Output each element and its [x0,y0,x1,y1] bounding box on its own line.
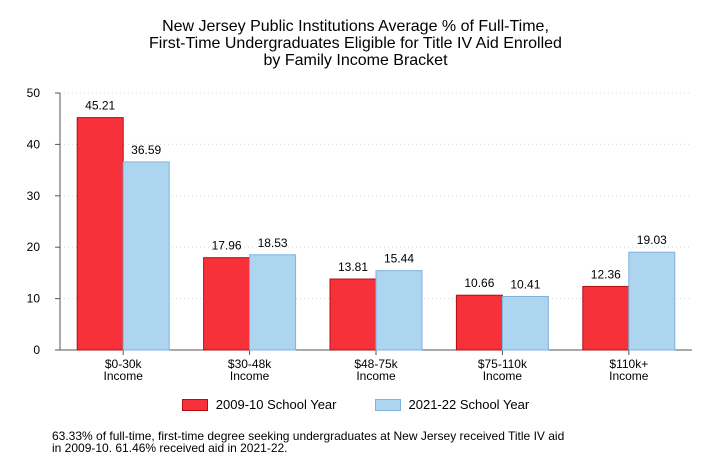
footnote: 63.33% of full-time, first-time degree s… [52,430,672,454]
bar-2009 [203,257,251,351]
footnote-line-1: 63.33% of full-time, first-time degree s… [52,429,565,443]
data-label: 15.44 [384,252,414,266]
legend-label-2021: 2021-22 School Year [408,397,530,412]
footnote-line-2: in 2009-10. 61.46% received aid in 2021-… [52,441,288,455]
x-tick-label: Income [483,369,523,383]
bar-2009 [76,117,124,351]
x-tick-label: $75-110k [478,357,528,371]
data-label: 12.36 [591,267,621,281]
data-label: 19.03 [637,233,667,247]
chart-title-line-3: by Family Income Bracket [263,52,448,69]
legend-item-2009: 2009-10 School Year [181,397,337,412]
x-tick-label: Income [104,369,144,383]
bar-2009 [455,294,503,351]
data-label: 36.59 [131,143,161,157]
x-tick-label: Income [356,369,396,383]
data-label: 18.53 [258,236,288,250]
bar-chart: 01020304050$0-30kIncome45.2136.59$30-48k… [27,86,692,383]
bar-2021 [122,161,170,351]
data-label: 45.21 [85,99,115,113]
x-tick-label: $110k+ [609,357,648,371]
y-tick-label: 40 [27,137,41,151]
legend: 2009-10 School Year 2021-22 School Year [0,397,711,412]
y-tick-label: 0 [33,343,40,357]
chart-title: New Jersey Public Institutions Average %… [0,18,711,69]
chart-title-line-1: New Jersey Public Institutions Average %… [162,18,549,35]
data-label: 13.81 [338,260,368,274]
chart-title-line-2: First-Time Undergraduates Eligible for T… [149,35,562,52]
data-label: 17.96 [212,239,242,253]
bar-2021 [375,270,423,351]
bar-2021 [501,295,549,351]
legend-label-2009: 2009-10 School Year [215,397,337,412]
bar-2009 [582,285,630,351]
x-tick-label: Income [230,369,270,383]
x-tick-label: Income [609,369,649,383]
data-label: 10.66 [464,276,494,290]
y-tick-label: 50 [27,86,41,100]
bar-2021 [628,251,676,351]
bar-2021 [249,254,297,351]
legend-item-2021: 2021-22 School Year [374,397,530,412]
data-label: 10.41 [510,277,540,291]
y-tick-label: 30 [27,189,41,203]
y-tick-label: 10 [27,292,41,306]
legend-swatch-2009 [181,398,208,411]
bar-2009 [329,278,377,351]
x-tick-label: $30-48k [228,357,272,371]
legend-swatch-2021 [374,398,401,411]
x-tick-label: $48-75k [354,357,398,371]
x-tick-label: $0-30k [105,357,143,371]
y-tick-label: 20 [27,240,41,254]
